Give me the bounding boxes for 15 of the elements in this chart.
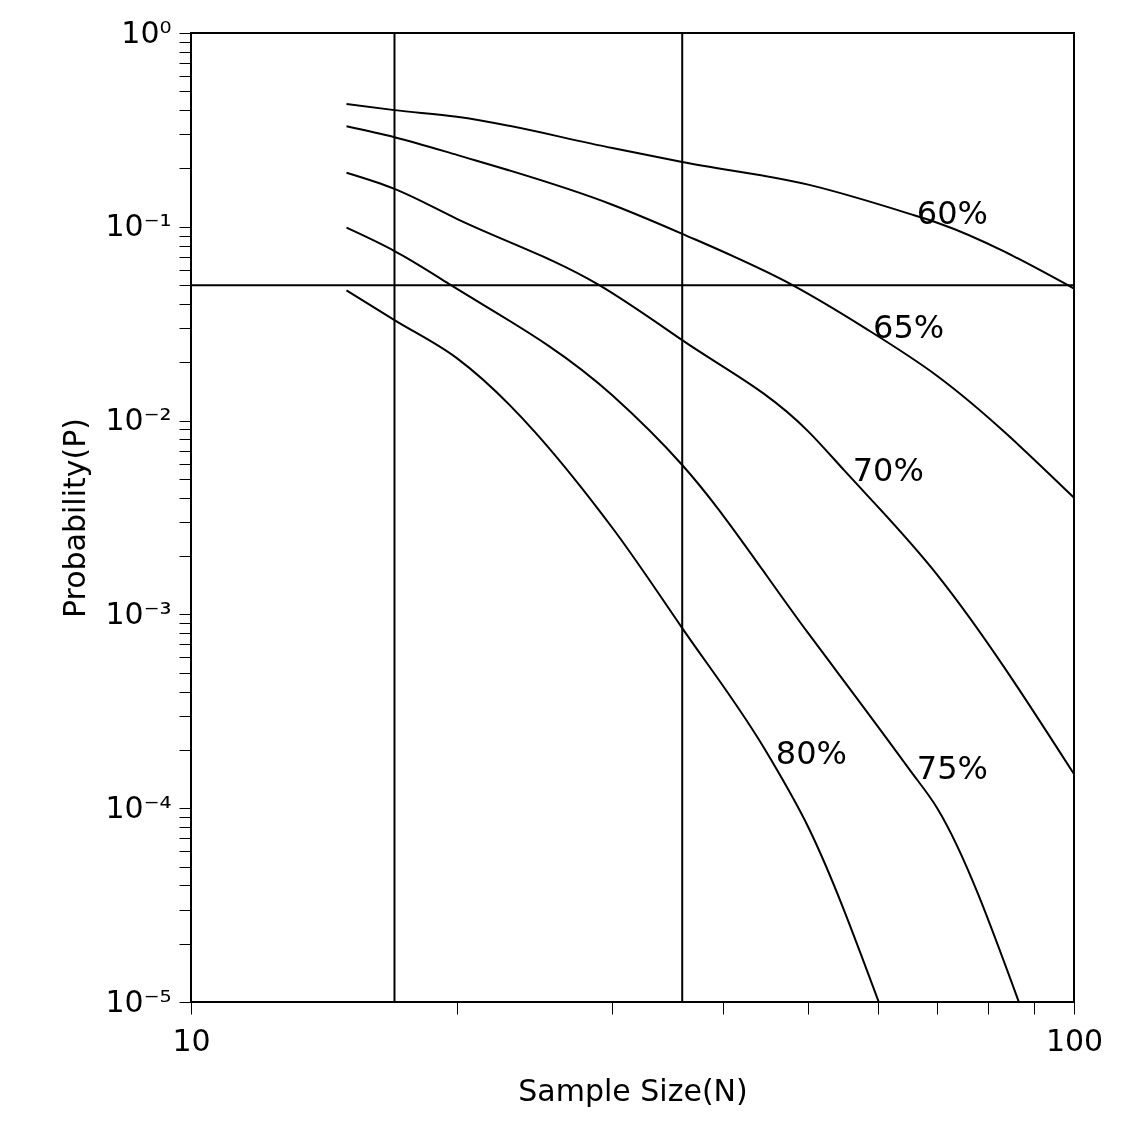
x-tick-label: 10 xyxy=(172,1022,211,1058)
x-axis-title: Sample Size(N) xyxy=(518,1072,748,1108)
annotation: 80% xyxy=(775,734,847,773)
y-tick-label: 10⁻⁵ xyxy=(105,983,172,1019)
y-tick-label: 10⁻³ xyxy=(105,595,172,631)
y-tick-label: 10⁻² xyxy=(105,402,172,438)
y-tick-label: 10⁰ xyxy=(121,14,172,50)
y-axis-title: Probability(P) xyxy=(57,417,93,619)
annotation: 65% xyxy=(873,308,945,347)
annotation: 75% xyxy=(916,748,988,787)
y-tick-label: 10⁻⁴ xyxy=(105,789,172,825)
x-tick-label: 100 xyxy=(1045,1022,1104,1058)
y-tick-label: 10⁻¹ xyxy=(105,208,172,244)
annotation: 70% xyxy=(852,450,924,489)
annotation: 60% xyxy=(916,193,988,232)
